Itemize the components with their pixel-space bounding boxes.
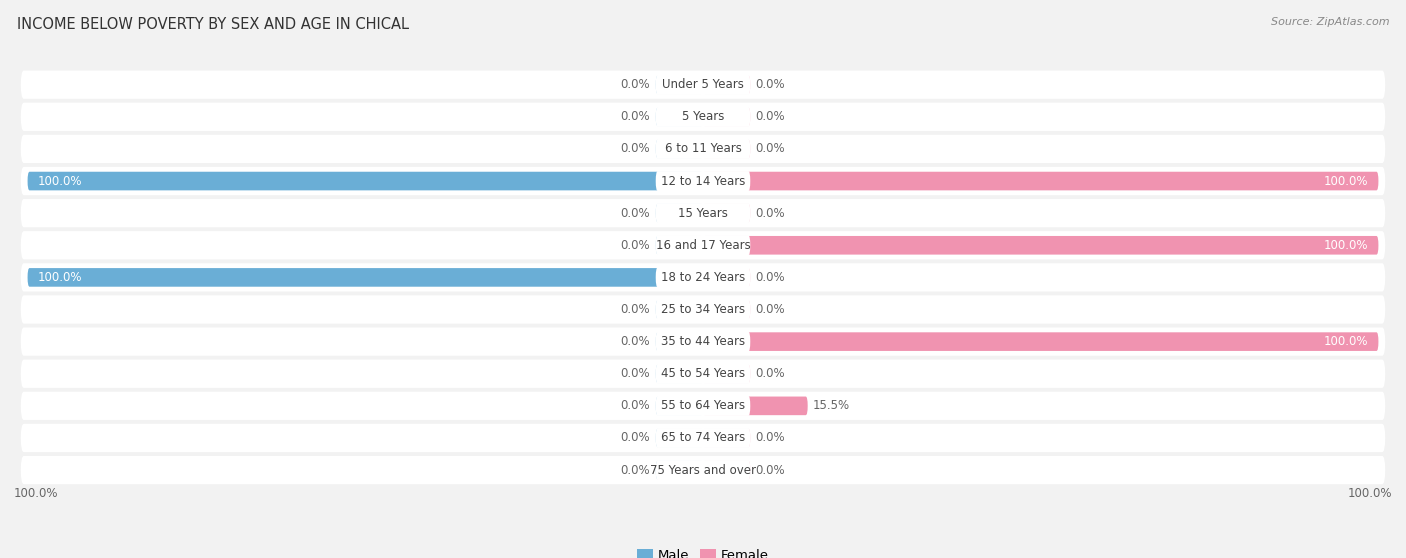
FancyBboxPatch shape (655, 139, 751, 159)
FancyBboxPatch shape (21, 70, 1385, 99)
FancyBboxPatch shape (21, 231, 1385, 259)
FancyBboxPatch shape (21, 263, 1385, 291)
FancyBboxPatch shape (655, 428, 751, 448)
Text: INCOME BELOW POVERTY BY SEX AND AGE IN CHICAL: INCOME BELOW POVERTY BY SEX AND AGE IN C… (17, 17, 409, 32)
Text: 0.0%: 0.0% (755, 110, 786, 123)
FancyBboxPatch shape (703, 429, 751, 448)
Text: 100.0%: 100.0% (1347, 487, 1392, 500)
Legend: Male, Female: Male, Female (631, 543, 775, 558)
FancyBboxPatch shape (655, 396, 751, 416)
FancyBboxPatch shape (655, 397, 703, 415)
FancyBboxPatch shape (703, 140, 751, 158)
FancyBboxPatch shape (21, 103, 1385, 131)
Text: 100.0%: 100.0% (1324, 335, 1368, 348)
Text: 35 to 44 Years: 35 to 44 Years (661, 335, 745, 348)
FancyBboxPatch shape (21, 328, 1385, 356)
FancyBboxPatch shape (703, 461, 751, 479)
FancyBboxPatch shape (703, 300, 751, 319)
Text: 0.0%: 0.0% (620, 303, 651, 316)
Text: 0.0%: 0.0% (620, 367, 651, 380)
Text: 0.0%: 0.0% (620, 464, 651, 477)
FancyBboxPatch shape (655, 429, 703, 448)
FancyBboxPatch shape (655, 140, 703, 158)
Text: 16 and 17 Years: 16 and 17 Years (655, 239, 751, 252)
FancyBboxPatch shape (21, 295, 1385, 324)
FancyBboxPatch shape (655, 267, 751, 287)
Text: 75 Years and over: 75 Years and over (650, 464, 756, 477)
Text: 0.0%: 0.0% (620, 142, 651, 156)
Text: 18 to 24 Years: 18 to 24 Years (661, 271, 745, 284)
Text: 0.0%: 0.0% (620, 78, 651, 91)
FancyBboxPatch shape (655, 107, 751, 127)
FancyBboxPatch shape (655, 235, 751, 255)
FancyBboxPatch shape (703, 172, 1378, 190)
FancyBboxPatch shape (655, 460, 751, 480)
Text: Source: ZipAtlas.com: Source: ZipAtlas.com (1271, 17, 1389, 27)
FancyBboxPatch shape (703, 204, 751, 223)
FancyBboxPatch shape (655, 300, 751, 320)
Text: 100.0%: 100.0% (1324, 175, 1368, 187)
FancyBboxPatch shape (655, 461, 703, 479)
Text: Under 5 Years: Under 5 Years (662, 78, 744, 91)
Text: 12 to 14 Years: 12 to 14 Years (661, 175, 745, 187)
Text: 0.0%: 0.0% (755, 142, 786, 156)
FancyBboxPatch shape (655, 171, 751, 191)
FancyBboxPatch shape (655, 333, 703, 351)
Text: 15 Years: 15 Years (678, 206, 728, 220)
Text: 6 to 11 Years: 6 to 11 Years (665, 142, 741, 156)
Text: 45 to 54 Years: 45 to 54 Years (661, 367, 745, 380)
Text: 5 Years: 5 Years (682, 110, 724, 123)
Text: 0.0%: 0.0% (620, 239, 651, 252)
FancyBboxPatch shape (28, 268, 703, 287)
Text: 100.0%: 100.0% (14, 487, 59, 500)
Text: 0.0%: 0.0% (620, 431, 651, 445)
Text: 15.5%: 15.5% (813, 400, 851, 412)
FancyBboxPatch shape (655, 203, 751, 223)
FancyBboxPatch shape (21, 359, 1385, 388)
Text: 0.0%: 0.0% (620, 110, 651, 123)
FancyBboxPatch shape (655, 364, 703, 383)
Text: 100.0%: 100.0% (38, 175, 82, 187)
Text: 0.0%: 0.0% (755, 271, 786, 284)
Text: 100.0%: 100.0% (38, 271, 82, 284)
FancyBboxPatch shape (28, 172, 703, 190)
FancyBboxPatch shape (21, 456, 1385, 484)
FancyBboxPatch shape (21, 424, 1385, 452)
Text: 0.0%: 0.0% (620, 400, 651, 412)
Text: 100.0%: 100.0% (1324, 239, 1368, 252)
FancyBboxPatch shape (703, 268, 751, 287)
FancyBboxPatch shape (655, 331, 751, 352)
FancyBboxPatch shape (703, 75, 751, 94)
Text: 0.0%: 0.0% (755, 206, 786, 220)
FancyBboxPatch shape (703, 108, 751, 126)
FancyBboxPatch shape (703, 333, 1378, 351)
Text: 0.0%: 0.0% (620, 335, 651, 348)
Text: 25 to 34 Years: 25 to 34 Years (661, 303, 745, 316)
FancyBboxPatch shape (655, 75, 751, 95)
FancyBboxPatch shape (655, 364, 751, 384)
FancyBboxPatch shape (703, 397, 807, 415)
FancyBboxPatch shape (21, 167, 1385, 195)
Text: 0.0%: 0.0% (620, 206, 651, 220)
Text: 0.0%: 0.0% (755, 464, 786, 477)
FancyBboxPatch shape (655, 236, 703, 254)
FancyBboxPatch shape (655, 300, 703, 319)
Text: 0.0%: 0.0% (755, 303, 786, 316)
FancyBboxPatch shape (21, 135, 1385, 163)
FancyBboxPatch shape (21, 392, 1385, 420)
FancyBboxPatch shape (703, 236, 1378, 254)
FancyBboxPatch shape (655, 204, 703, 223)
FancyBboxPatch shape (655, 108, 703, 126)
FancyBboxPatch shape (703, 364, 751, 383)
Text: 0.0%: 0.0% (755, 367, 786, 380)
Text: 0.0%: 0.0% (755, 78, 786, 91)
Text: 65 to 74 Years: 65 to 74 Years (661, 431, 745, 445)
Text: 55 to 64 Years: 55 to 64 Years (661, 400, 745, 412)
FancyBboxPatch shape (21, 199, 1385, 227)
FancyBboxPatch shape (655, 75, 703, 94)
Text: 0.0%: 0.0% (755, 431, 786, 445)
